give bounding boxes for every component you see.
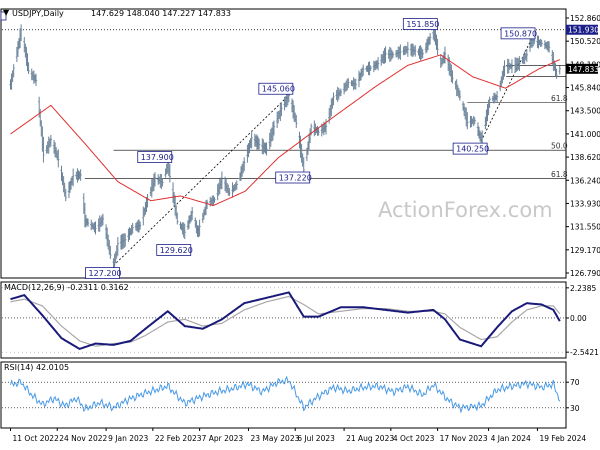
trendlines-group: [113, 39, 532, 266]
price-annotation-label: 127.200: [89, 269, 122, 278]
price-annotations-group: 151.850 150.870 145.060 140.250 137.900 137.2…: [0, 11, 537, 279]
price-y-tick-label: 133.930: [570, 199, 600, 208]
x-tick-label: 19 Feb 2024: [539, 434, 586, 443]
price-y-axis: 152.860150.520148.180145.840143.500141.0…: [566, 14, 600, 278]
price-annotation-box: [85, 267, 120, 279]
trendline: [480, 39, 532, 142]
macd-y-axis: 2.2385 0.00 -2.5421: [566, 284, 599, 357]
x-tick-label: 4 Oct 2023: [393, 434, 435, 443]
price-annotation-box: [500, 27, 536, 40]
x-axis: 11 Oct 2022 24 Nov 2022 9 Jan 2023 22 Feb 2…: [9, 428, 586, 443]
price-pane-marker: ▼: [3, 8, 10, 17]
price-y-tick-label: 129.170: [570, 246, 600, 255]
x-tick-label: 4 Jan 2024: [491, 434, 531, 443]
price-annotation-label: 140.250: [456, 145, 489, 154]
fib-level-label: 50.0: [551, 142, 568, 151]
price-annotation-label: 137.900: [141, 153, 174, 162]
high-tag-box: [566, 24, 598, 35]
x-tick-label: 23 May 2023: [250, 434, 299, 443]
macd-line: [10, 291, 561, 350]
last-price-label: 147.833: [568, 65, 599, 74]
last-price-box: [566, 63, 598, 74]
price-annotation-label: 145.060: [262, 85, 295, 94]
price-annotation-box: [402, 18, 438, 30]
macd-signal-line: [10, 295, 561, 347]
price-y-tick-label: 141.000: [570, 130, 600, 139]
price-y-tick-label: 145.840: [570, 84, 600, 93]
price-annotation-label: 137.220: [279, 174, 312, 183]
price-y-tick-label: 131.550: [570, 223, 600, 232]
macd-pane-title: MACD(12,26,9) -0.2311 0.3162: [4, 283, 129, 292]
rsi-line: [10, 375, 561, 414]
x-tick-label: 21 Aug 2023: [346, 434, 394, 443]
moving-average-line: [10, 54, 561, 207]
x-tick-label: 7 Apr 2023: [202, 434, 244, 443]
price-pane-ohlc: 147.629 148.040 147.227 147.833: [91, 9, 231, 18]
macd-grid-group: [2, 287, 566, 353]
price-levels-group: 61.8 50.0 61.8: [2, 29, 568, 179]
rsi-y-axis: 70 30: [566, 378, 580, 413]
left-edge-marker: [0, 11, 7, 21]
watermark: ActionForex.com: [378, 198, 553, 222]
price-annotation-label: 150.870: [504, 29, 537, 38]
x-tick-label: 6 Jul 2023: [297, 434, 335, 443]
price-annotation-box: [258, 82, 294, 95]
price-y-tick-label: 126.790: [570, 269, 600, 278]
x-tick-label: 11 Oct 2022: [12, 434, 59, 443]
x-tick-label: 22 Feb 2023: [155, 434, 202, 443]
fib-level-label: 61.8: [551, 94, 568, 103]
price-y-tick-label: 136.240: [570, 176, 600, 185]
rsi-grid-group: [2, 381, 566, 409]
price-annotation-box: [275, 171, 311, 184]
x-tick-label: 17 Nov 2023: [440, 434, 488, 443]
high-tag-label: 151.930: [568, 26, 599, 35]
rsi-y-tick-label: 30: [570, 404, 580, 413]
rsi-pane-frame: [0, 361, 567, 429]
price-pane-title: USDJPY,Daily: [12, 9, 64, 18]
x-tick-label: 9 Jan 2023: [108, 434, 148, 443]
macd-y-tick-label: 0.00: [570, 314, 587, 323]
price-annotation-label: 129.620: [160, 246, 193, 255]
rsi-y-tick-label: 70: [570, 378, 580, 387]
macd-y-tick-label: -2.5421: [570, 348, 599, 357]
price-y-tick-label: 143.500: [570, 107, 600, 116]
price-y-tick-label: 150.520: [570, 37, 600, 46]
price-annotation-box: [156, 244, 192, 256]
price-annotation-box: [137, 151, 173, 163]
rsi-pane-title: RSI(14) 42.0105: [4, 363, 69, 372]
trendline: [113, 94, 290, 266]
fib-level-label: 61.8: [551, 170, 568, 179]
macd-y-tick-label: 2.2385: [570, 284, 596, 293]
price-y-tick-label: 138.620: [570, 153, 600, 162]
price-annotation-label: 151.850: [406, 20, 439, 29]
price-annotation-box: [452, 142, 488, 155]
price-y-tick-label: 152.860: [570, 14, 600, 23]
x-tick-label: 24 Nov 2022: [59, 434, 107, 443]
